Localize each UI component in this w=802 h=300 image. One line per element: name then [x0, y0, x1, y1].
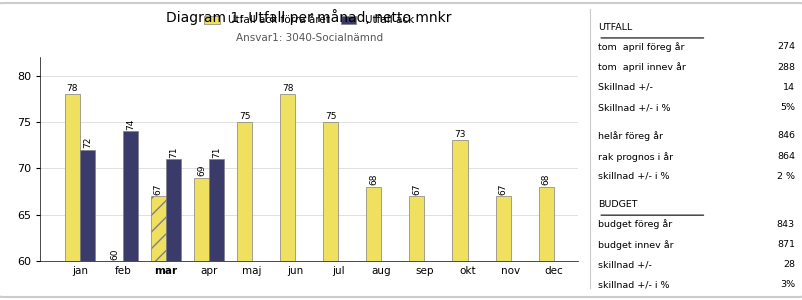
Text: Diagram 1: Utfall per månad, netto mnkr: Diagram 1: Utfall per månad, netto mnkr: [166, 9, 452, 25]
Text: 14: 14: [782, 83, 794, 92]
Text: 5%: 5%: [779, 103, 794, 112]
Text: 69: 69: [196, 165, 205, 176]
Text: Skillnad +/- i %: Skillnad +/- i %: [597, 103, 670, 112]
Bar: [166, 159, 180, 261]
Text: tom  april innev år: tom april innev år: [597, 63, 685, 73]
Text: 274: 274: [776, 42, 794, 51]
Text: BUDGET: BUDGET: [597, 200, 637, 209]
Text: 71: 71: [212, 146, 221, 158]
Text: 67: 67: [154, 183, 163, 195]
Bar: [538, 187, 553, 261]
Text: 846: 846: [776, 131, 794, 140]
Text: UTFALL: UTFALL: [597, 23, 632, 32]
Bar: [409, 196, 424, 261]
Bar: [209, 159, 224, 261]
Text: budget innev år: budget innev år: [597, 240, 673, 250]
Text: 67: 67: [412, 183, 421, 195]
Bar: [495, 196, 510, 261]
Text: rak prognos i år: rak prognos i år: [597, 152, 673, 162]
Bar: [151, 196, 166, 261]
Text: skillnad +/- i %: skillnad +/- i %: [597, 172, 669, 181]
Bar: [366, 187, 381, 261]
Text: 871: 871: [776, 240, 794, 249]
Bar: [123, 131, 138, 261]
Text: 78: 78: [67, 84, 78, 93]
Legend: Utfall ack förra året, Utfall ack: Utfall ack förra året, Utfall ack: [200, 11, 418, 29]
Text: Ansvar1: 3040-Socialnämnd: Ansvar1: 3040-Socialnämnd: [235, 33, 383, 43]
Text: 75: 75: [325, 112, 336, 121]
Text: 75: 75: [238, 112, 250, 121]
Text: 74: 74: [126, 118, 135, 130]
Bar: [280, 94, 295, 261]
Bar: [79, 150, 95, 261]
FancyBboxPatch shape: [0, 3, 802, 297]
Text: 60: 60: [111, 248, 119, 260]
Text: 71: 71: [168, 146, 178, 158]
Bar: [64, 94, 79, 261]
Text: skillnad +/-: skillnad +/-: [597, 260, 651, 269]
Text: Skillnad +/-: Skillnad +/-: [597, 83, 652, 92]
Text: 28: 28: [782, 260, 794, 269]
Text: budget föreg år: budget föreg år: [597, 220, 671, 230]
Text: 2 %: 2 %: [776, 172, 794, 181]
Text: 68: 68: [369, 174, 378, 185]
Text: 68: 68: [541, 174, 550, 185]
Text: tom  april föreg år: tom april föreg år: [597, 42, 684, 52]
Text: 843: 843: [776, 220, 794, 229]
Text: helår föreg år: helår föreg år: [597, 131, 662, 141]
Text: 73: 73: [454, 130, 465, 139]
Text: 67: 67: [498, 183, 507, 195]
Bar: [237, 122, 252, 261]
Text: 864: 864: [776, 152, 794, 161]
Bar: [452, 140, 467, 261]
Text: 78: 78: [282, 84, 293, 93]
Bar: [193, 178, 209, 261]
Text: skillnad +/- i %: skillnad +/- i %: [597, 280, 669, 289]
Text: 72: 72: [83, 137, 91, 148]
Text: 3%: 3%: [779, 280, 794, 289]
Bar: [322, 122, 338, 261]
Text: 288: 288: [776, 63, 794, 72]
